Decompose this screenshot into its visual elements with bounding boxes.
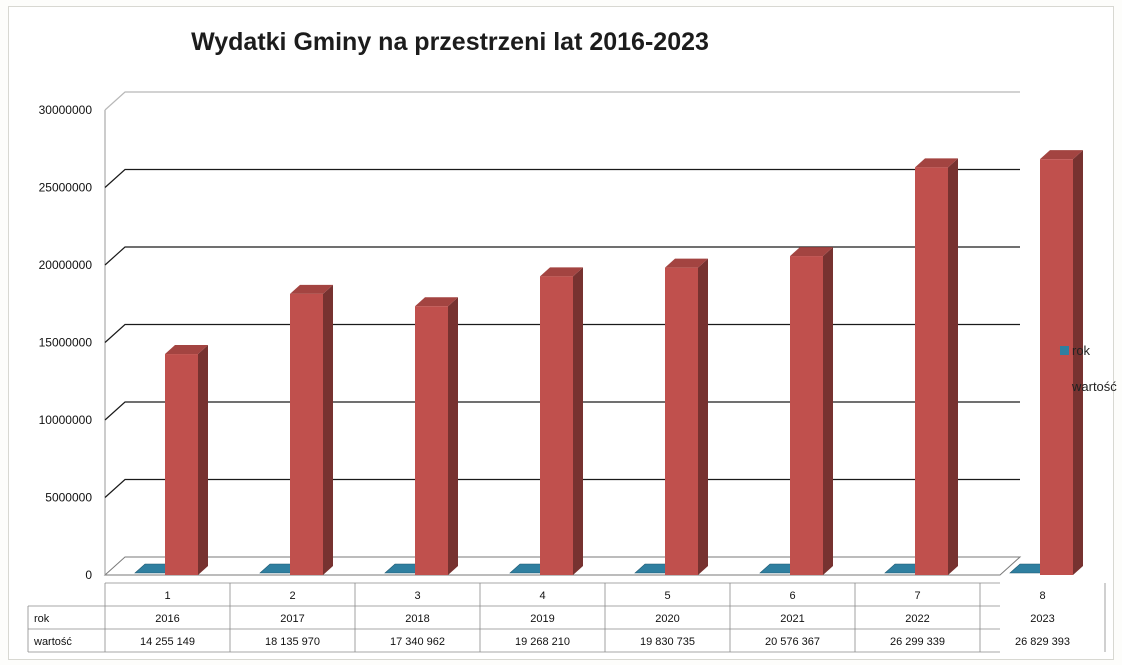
chart-title: Wydatki Gminy na przestrzeni lat 2016-20… (191, 28, 709, 56)
gridline-20000000 (104, 246, 1020, 266)
legend-item-wartosc: wartość (1060, 376, 1117, 396)
table-cell-1-2: 17 340 962 (390, 636, 445, 648)
chart-legend: rok wartość (1060, 340, 1117, 412)
legend-swatch-rok (1060, 345, 1069, 355)
table-cell-0-6: 2022 (905, 613, 929, 625)
table-cell-0-0: 2016 (155, 613, 179, 625)
table-cell-1-1: 18 135 970 (265, 636, 320, 648)
bar-wartosc-top-6 (790, 247, 833, 257)
legend-swatch-wartosc (1060, 381, 1069, 391)
x-tick-label-4: 4 (539, 590, 545, 602)
table-cell-1-5: 20 576 367 (765, 636, 820, 648)
y-tick-label-20000000: 20000000 (39, 258, 93, 272)
x-tick-label-1: 1 (164, 590, 170, 602)
bar-wartosc-top-8 (1040, 150, 1083, 160)
table-row-label-1: wartość (33, 636, 72, 648)
y-tick-label-10000000: 10000000 (39, 413, 93, 427)
bar-wartosc-side-6 (823, 247, 833, 575)
bar-wartosc-3 (415, 306, 448, 575)
bar-wartosc-7 (915, 167, 948, 576)
bar-wartosc-side-5 (698, 258, 708, 575)
bar-wartosc-top-5 (665, 258, 708, 268)
bar-wartosc-top-7 (915, 158, 958, 168)
bar-wartosc-side-4 (573, 267, 583, 575)
table-cell-0-7: 2023 (1030, 613, 1054, 625)
x-tick-label-8: 8 (1039, 590, 1045, 602)
x-tick-label-2: 2 (289, 590, 295, 602)
bar-wartosc-side-2 (323, 284, 333, 575)
x-tick-label-3: 3 (414, 590, 420, 602)
gridline-5000000 (104, 478, 1020, 498)
table-cell-1-7: 26 829 393 (1015, 636, 1070, 648)
y-tick-label-25000000: 25000000 (39, 181, 93, 195)
bar-wartosc-top-1 (165, 345, 208, 355)
legend-item-rok: rok (1060, 340, 1117, 360)
legend-label-wartosc: wartość (1072, 378, 1117, 394)
gridline-10000000 (104, 401, 1020, 421)
table-cell-0-5: 2021 (780, 613, 804, 625)
gridline-15000000 (104, 323, 1020, 343)
y-tick-label-5000000: 5000000 (45, 491, 92, 505)
legend-label-rok: rok (1072, 342, 1091, 358)
table-cell-1-6: 26 299 339 (890, 636, 945, 648)
table-row-label-0: rok (34, 613, 50, 625)
bar-wartosc-4 (540, 276, 573, 575)
bar-wartosc-2 (290, 293, 323, 575)
table-cell-0-3: 2019 (530, 613, 554, 625)
gridline-30000000 (104, 91, 1020, 111)
y-tick-label-15000000: 15000000 (39, 336, 93, 350)
table-cell-1-3: 19 268 210 (515, 636, 570, 648)
bar-wartosc-6 (790, 256, 823, 575)
bar-wartosc-1 (165, 354, 198, 575)
bar-wartosc-side-7 (948, 158, 958, 576)
table-cell-1-0: 14 255 149 (140, 636, 195, 648)
table-cell-0-2: 2018 (405, 613, 429, 625)
bar-wartosc-top-3 (415, 297, 458, 307)
x-tick-label-5: 5 (664, 590, 670, 602)
table-cell-0-4: 2020 (655, 613, 679, 625)
bar-wartosc-top-4 (540, 267, 583, 277)
bar-wartosc-side-8 (1073, 150, 1083, 575)
bar-wartosc-top-2 (290, 284, 333, 294)
y-tick-label-0: 0 (85, 568, 92, 582)
gridline-25000000 (104, 168, 1020, 188)
bar-wartosc-5 (665, 267, 698, 575)
x-tick-label-6: 6 (789, 590, 795, 602)
bar-wartosc-8 (1040, 159, 1073, 575)
bar-wartosc-side-3 (448, 297, 458, 575)
table-cell-1-4: 19 830 735 (640, 636, 695, 648)
x-tick-label-7: 7 (914, 590, 920, 602)
y-tick-label-30000000: 30000000 (39, 103, 93, 117)
bar-wartosc-side-1 (198, 345, 208, 575)
table-cell-0-1: 2017 (280, 613, 304, 625)
